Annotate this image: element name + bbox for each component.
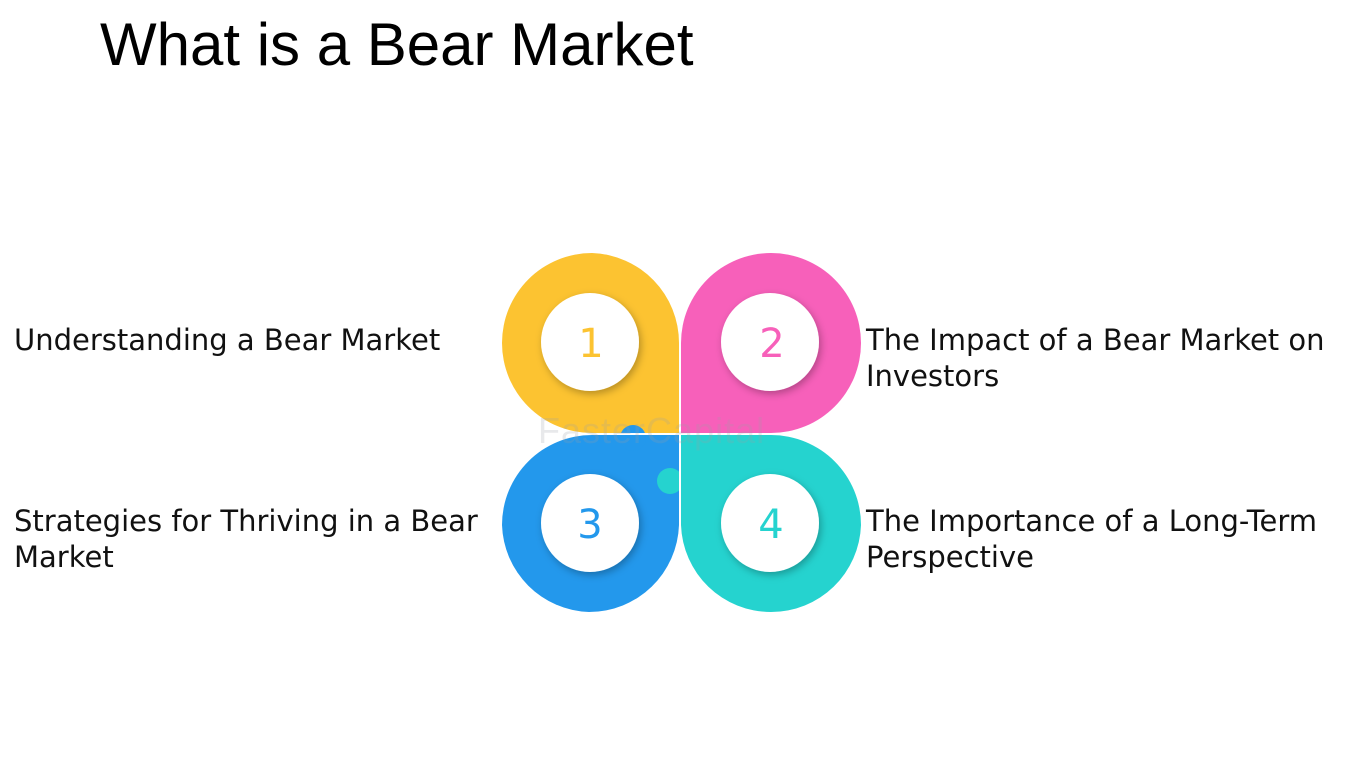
piece-tab-3-top [620,425,646,451]
inner-circle-2 [721,293,819,391]
inner-circle-1 [541,293,639,391]
watermark-logo: FasterCapital [538,410,766,451]
item-label-4: The Importance of a Long-Term Perspectiv… [866,504,1317,574]
item-label-2: The Impact of a Bear Market on Investors [866,323,1325,393]
piece-number-1: 1 [578,321,603,367]
piece-number-4: 4 [758,502,783,548]
piece-tab-4-left [657,468,683,494]
piece-number-2: 2 [759,321,784,367]
slide-title: What is a Bear Market [100,11,694,78]
piece-number-3: 3 [577,502,602,548]
item-label-3: Strategies for Thriving in a Bear Market [14,504,478,574]
inner-circle-3 [541,474,639,572]
item-label-1: Understanding a Bear Market [14,323,441,357]
inner-circle-4 [721,474,819,572]
